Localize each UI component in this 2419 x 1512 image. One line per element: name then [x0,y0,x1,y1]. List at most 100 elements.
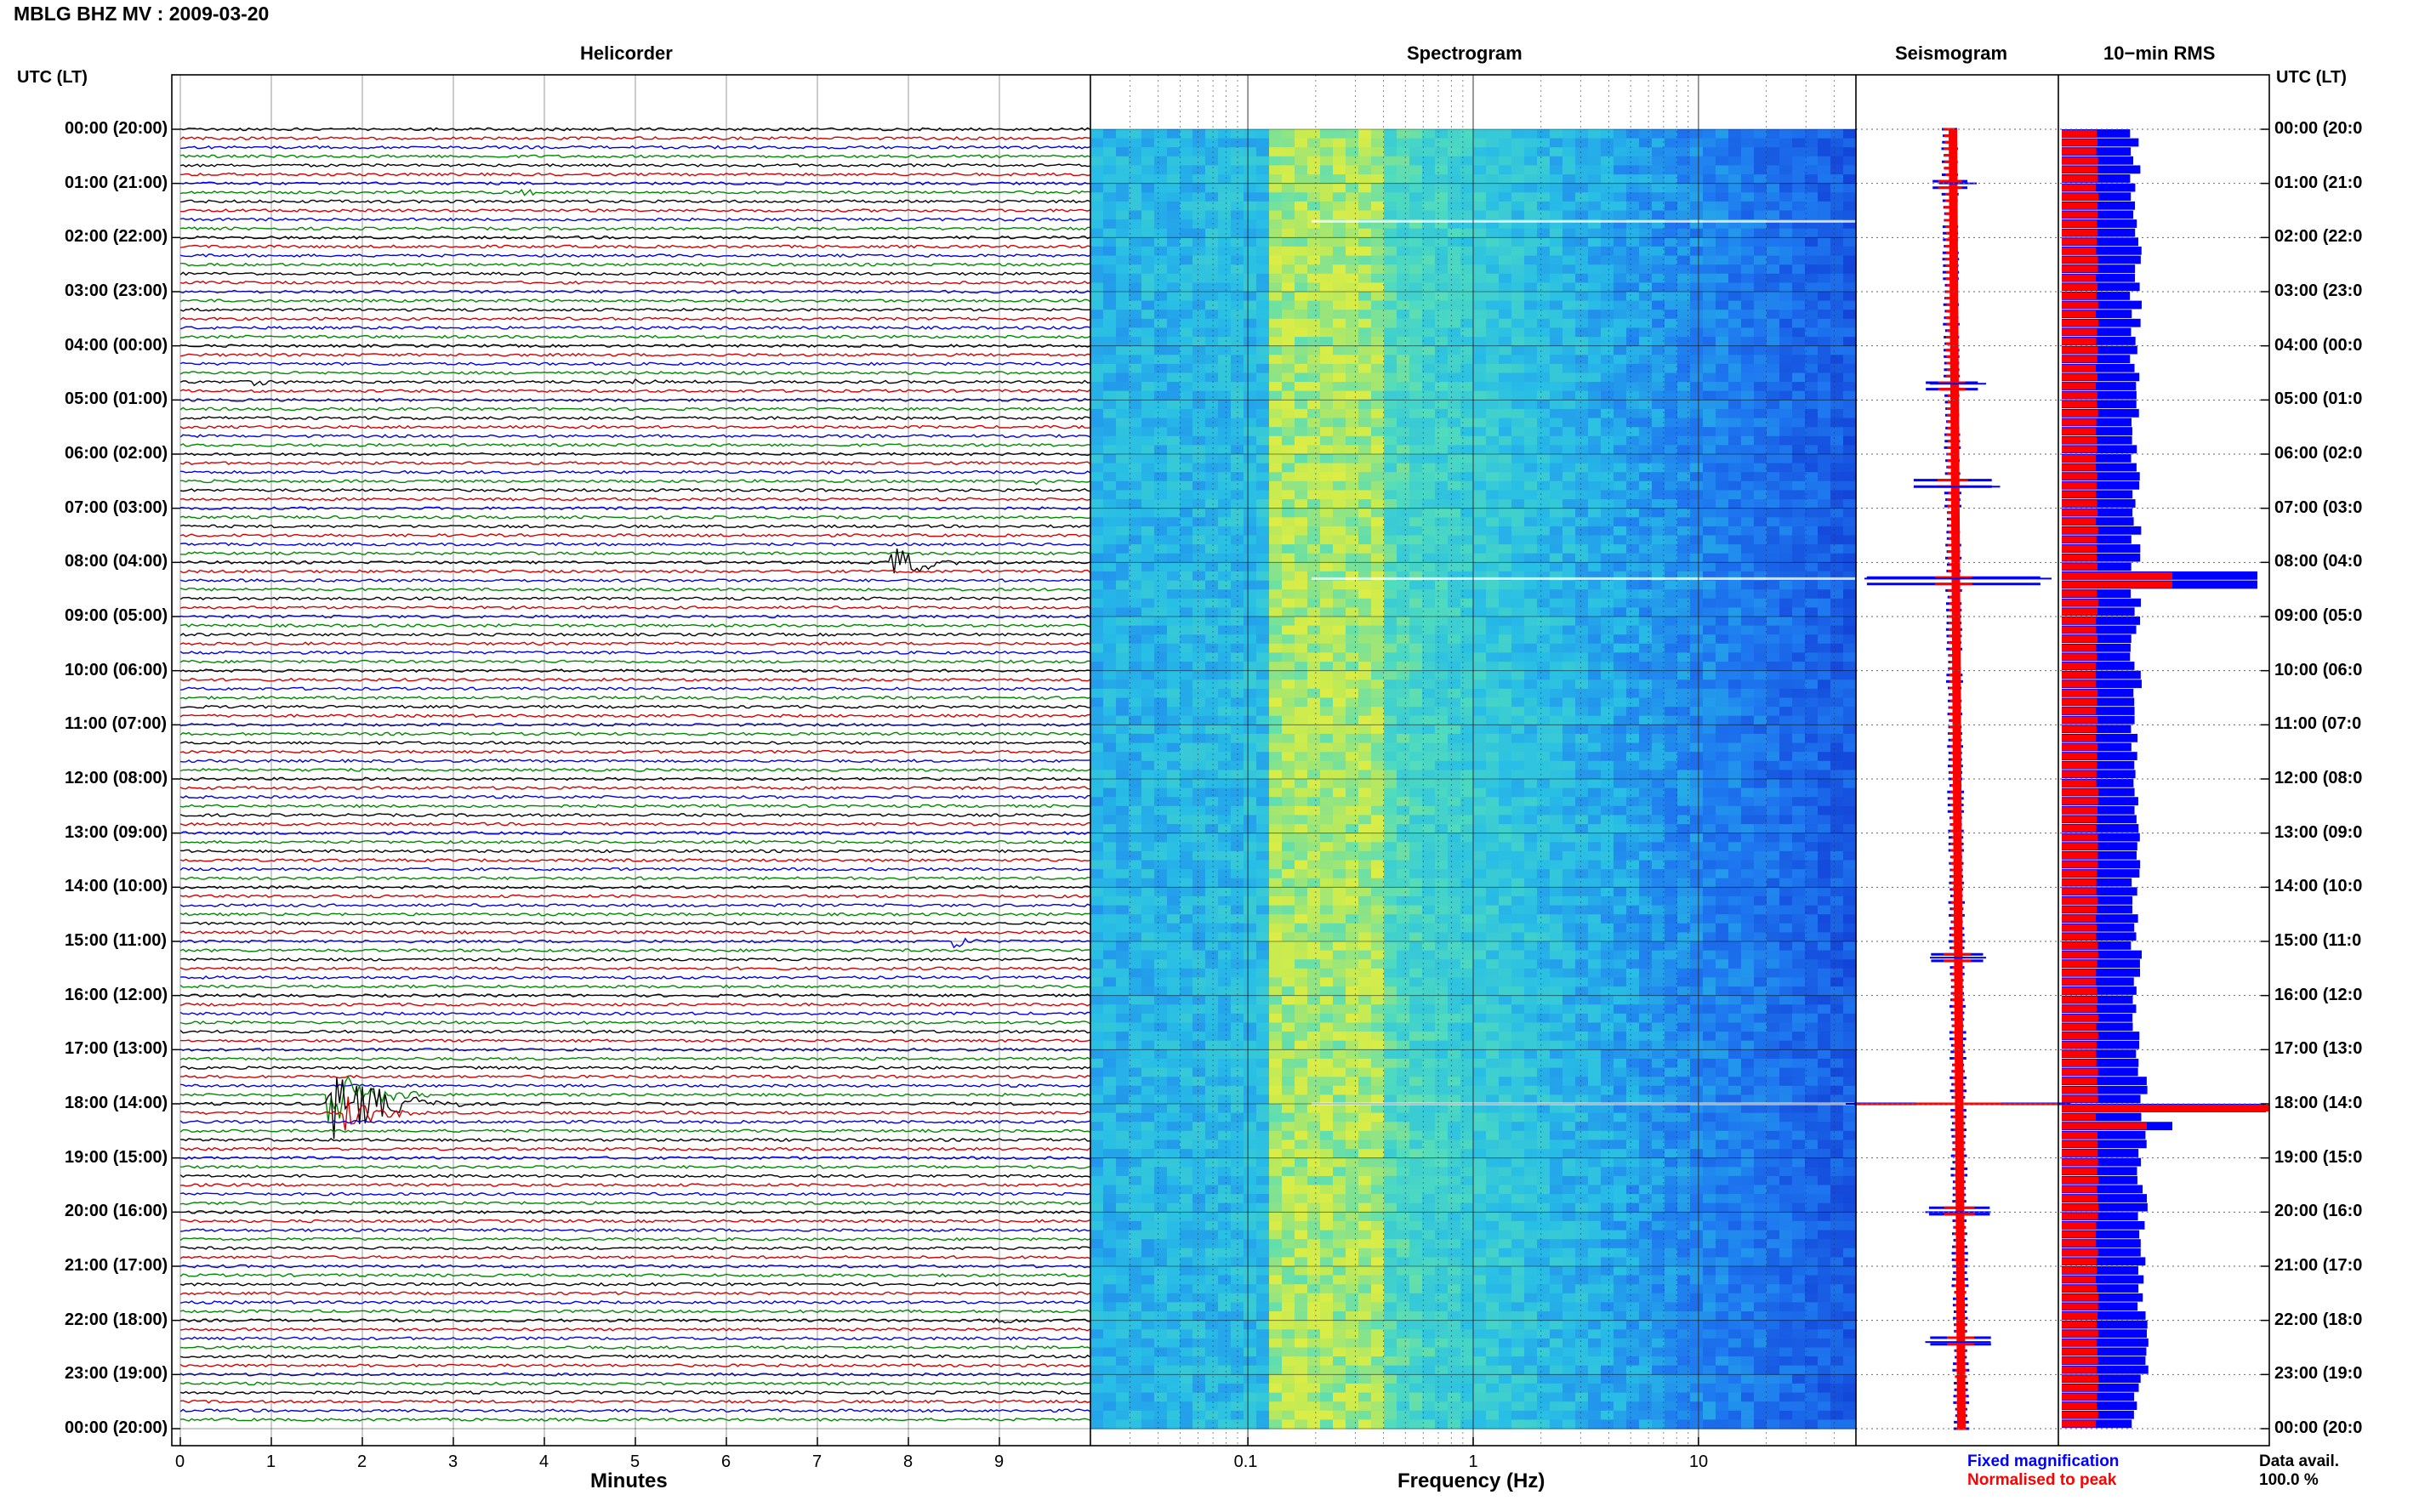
spectrogram-cell [1282,1220,1295,1231]
spectrogram-cell [1205,480,1219,491]
spectrogram-cell [1282,264,1295,275]
spectrogram-cell [1205,1293,1219,1303]
spectrogram-cell [1256,499,1270,509]
spectrogram-cell [1524,932,1538,942]
spectrogram-cell [1141,914,1155,924]
spectrogram-cell [1129,445,1142,455]
spectrogram-cell [1307,1338,1321,1349]
spectrogram-cell [1346,1202,1359,1213]
spectrogram-cell [1486,779,1500,789]
spectrogram-cell [1103,652,1117,662]
spectrogram-cell [1346,1040,1359,1050]
spectrogram-cell [1129,1383,1142,1394]
spectrogram-cell [1256,1266,1270,1276]
spectrogram-cell [1256,688,1270,699]
spectrogram-cell [1295,445,1308,455]
spectrogram-cell [1154,1085,1168,1095]
spectrogram-cell [1422,634,1436,645]
spectrogram-cell [1346,770,1359,780]
spectrogram-cell [1422,1067,1436,1077]
spectrogram-cell [1422,760,1436,770]
spectrogram-cell [1167,643,1181,653]
spectrogram-cell [1295,408,1308,419]
spectrogram-cell [1358,617,1372,627]
spectrogram-cell [1435,1049,1449,1060]
spectrogram-cell [1282,435,1295,446]
spectrogram-cell [1129,553,1142,563]
spectrogram-cell [1333,995,1346,1005]
spectrogram-cell [1180,598,1193,608]
spectrogram-cell [1499,1220,1512,1231]
spectrogram-cell [1499,1257,1512,1267]
spectrogram-cell [1244,860,1257,870]
spectrogram-cell [1511,995,1525,1005]
spectrogram-cell [1103,1013,1117,1024]
spectrogram-cell [1384,1130,1397,1140]
spectrogram-cell [1511,246,1525,257]
spectrogram-cell [1231,156,1244,166]
spectrogram-cell [1307,1302,1321,1312]
spectrogram-cell [1205,662,1219,672]
spectrogram-cell [1511,580,1525,590]
spectrogram-cell [1486,833,1500,843]
spectrogram-cell [1448,562,1461,572]
spectrogram-cell [1486,797,1500,807]
spectrogram-cell [1256,183,1270,193]
spectrogram-cell [1103,968,1117,978]
spectrogram-cell [1333,779,1346,789]
spectrogram-cell [1129,887,1142,897]
spectrogram-cell [1129,824,1142,834]
spectrogram-cell [1103,1140,1117,1150]
spectrogram-cell [1167,1220,1181,1231]
spectrogram-cell [1499,192,1512,202]
spectrogram-cell [1384,1311,1397,1322]
spectrogram-cell [1499,679,1512,690]
spectrogram-cell [1090,237,1104,247]
spectrogram-cell [1384,210,1397,220]
spectrogram-cell [1256,1392,1270,1402]
spectrogram-cell [1435,1220,1449,1231]
spectrogram-cell [1511,688,1525,699]
spectrogram-cell [1397,1067,1410,1077]
spectrogram-cell [1269,156,1283,166]
spectrogram-cell [1103,797,1117,807]
spectrogram-cell [1384,553,1397,563]
spectrogram-cell [1511,427,1525,437]
spectrogram-cell [1435,833,1449,843]
spectrogram-cell [1307,679,1321,690]
spectrogram-cell [1167,156,1181,166]
spectrogram-cell [1244,833,1257,843]
spectrogram-cell [1180,1058,1193,1069]
spectrogram-cell [1307,1040,1321,1050]
spectrogram-cell [1448,1004,1461,1015]
spectrogram-cell [1180,1094,1193,1105]
spectrogram-cell [1090,499,1104,509]
spectrogram-cell [1180,219,1193,230]
spectrogram-cell [1397,1040,1410,1050]
spectrogram-cell [1499,1329,1512,1339]
spectrogram-cell [1460,715,1474,725]
spectrogram-cell [1269,174,1283,185]
spectrogram-cell [1486,1130,1500,1140]
spectrogram-cell [1486,1202,1500,1213]
spectrogram-cell [1307,787,1321,798]
spectrogram-cell [1511,499,1525,509]
spectrogram-cell [1320,905,1334,915]
spectrogram-cell [1384,427,1397,437]
spectrogram-cell [1448,508,1461,518]
spectrogram-cell [1460,255,1474,265]
spectrogram-cell [1167,1067,1181,1077]
spectrogram-cell [1333,752,1346,762]
spectrogram-cell [1167,310,1181,320]
spectrogram-cell [1448,1049,1461,1060]
spectrogram-cell [1448,427,1461,437]
spectrogram-cell [1218,1248,1232,1258]
spectrogram-cell [1320,887,1334,897]
spectrogram-cell [1244,337,1257,347]
spectrogram-cell [1460,697,1474,708]
spectrogram-cell [1154,372,1168,383]
spectrogram-cell [1409,499,1423,509]
spectrogram-cell [1511,310,1525,320]
spectrogram-cell [1129,273,1142,283]
spectrogram-cell [1116,337,1130,347]
